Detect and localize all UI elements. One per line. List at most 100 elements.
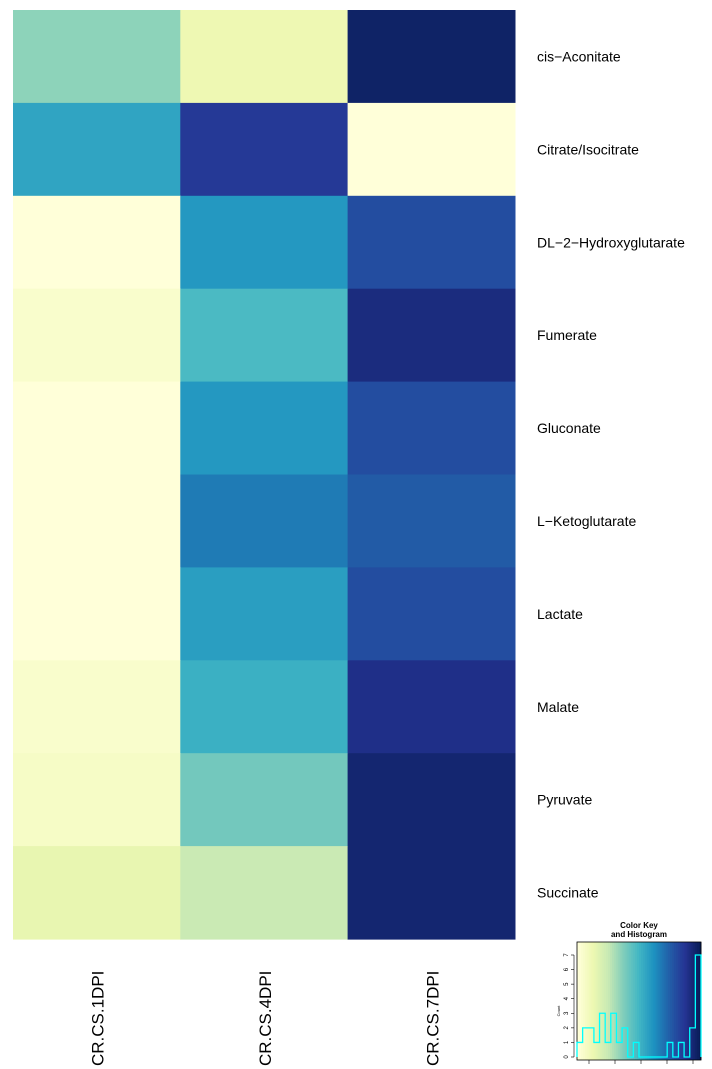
heatmap-cell (13, 660, 181, 754)
histogram-y-tick: 1 (564, 1040, 570, 1044)
heatmap-cell (347, 846, 516, 940)
heatmap-cell (180, 381, 349, 476)
color-key-strip (665, 942, 669, 1060)
color-key-strip (614, 942, 617, 1060)
color-key-strip (636, 942, 640, 1060)
color-key-strip (690, 942, 694, 1060)
heatmap-cell (180, 660, 349, 754)
heatmap-cell (13, 381, 181, 476)
color-key-strip (585, 942, 588, 1060)
color-key-strip (589, 942, 592, 1060)
color-key-strip (608, 942, 611, 1060)
color-key-strip (593, 942, 596, 1060)
row-label: L−Ketoglutarate (537, 513, 636, 529)
color-key-strip (674, 942, 677, 1060)
heatmap-cell (13, 474, 181, 568)
heatmap-cell (13, 10, 181, 104)
heatmap-cell (13, 288, 181, 383)
color-key-strip (696, 942, 700, 1060)
histogram-y-tick: 4 (564, 996, 570, 1000)
color-key-strip (643, 942, 646, 1060)
color-key-strip (597, 942, 601, 1060)
row-label: Citrate/Isocitrate (537, 141, 639, 157)
color-key-strip (616, 942, 619, 1060)
row-label: Malate (537, 699, 579, 715)
row-label: Fumerate (537, 327, 597, 343)
heatmap-cell (13, 846, 181, 940)
heatmap-cell (347, 10, 516, 104)
color-key-strip (622, 942, 625, 1060)
color-key-strip (605, 942, 609, 1060)
heatmap-cell (180, 474, 349, 568)
heatmap-cell (13, 102, 181, 197)
color-key-strip (680, 942, 683, 1060)
row-label: Gluconate (537, 420, 601, 436)
heatmap-cell (347, 753, 516, 847)
color-key-strip (694, 942, 698, 1060)
color-key-strip (618, 942, 621, 1060)
histogram-y-label: Count (556, 1005, 561, 1017)
color-key-strip (672, 942, 675, 1060)
row-label: Lactate (537, 606, 583, 622)
color-key-strip (653, 942, 656, 1060)
color-key-strip (676, 942, 679, 1060)
color-key-strip (678, 942, 681, 1060)
heatmap-cell (347, 474, 516, 568)
color-key-strip (626, 942, 630, 1060)
column-label: CR.CS.4DPI (256, 971, 275, 1066)
row-label: DL−2−Hydroxyglutarate (537, 234, 685, 250)
color-key-strip (624, 942, 627, 1060)
color-key-strip (634, 942, 638, 1060)
color-key-strip (583, 942, 586, 1060)
color-key-strip (698, 942, 702, 1060)
color-key-strip (686, 942, 689, 1060)
histogram-y-tick: 0 (564, 1055, 570, 1059)
color-key-strip (591, 942, 594, 1060)
heatmap-cell (13, 753, 181, 847)
color-key-strip (577, 942, 580, 1060)
color-key-strip (587, 942, 590, 1060)
histogram-y-tick: 2 (564, 1026, 570, 1030)
heatmap-cell (180, 567, 349, 661)
color-key-strip (655, 942, 658, 1060)
row-label: Pyruvate (537, 792, 592, 808)
heatmap-cell (347, 102, 516, 197)
color-key-strip (632, 942, 636, 1060)
color-key-strip (661, 942, 665, 1060)
color-key-title: Color Key (620, 921, 658, 930)
color-key-strip (649, 942, 652, 1060)
color-key-strip (684, 942, 687, 1060)
histogram-y-tick: 6 (564, 967, 570, 971)
color-key-strip (620, 942, 623, 1060)
color-key-strip (663, 942, 667, 1060)
histogram-y-tick: 7 (564, 953, 570, 957)
histogram-y-tick: 3 (564, 1011, 570, 1015)
color-key-strip (682, 942, 685, 1060)
color-key-strip (670, 942, 673, 1060)
color-key-strip (688, 942, 692, 1060)
color-key-strip (599, 942, 603, 1060)
color-key-strip (581, 942, 584, 1060)
color-key-strip (641, 942, 644, 1060)
color-key-strip (692, 942, 696, 1060)
heatmap-cell (347, 195, 516, 290)
heatmap-cell (180, 846, 349, 940)
heatmap-cell (180, 195, 349, 290)
heatmap-cell (13, 567, 181, 661)
row-label: Succinate (537, 885, 599, 901)
heatmap-cell (347, 567, 516, 661)
color-key-strip (639, 942, 642, 1060)
row-labels: cis−Aconitate Citrate/Isocitrate DL−2−Hydr… (537, 48, 685, 900)
histogram-y-tick: 5 (564, 982, 570, 986)
heatmap-cell (180, 102, 349, 197)
color-key-strip (628, 942, 632, 1060)
heatmap-cell (13, 195, 181, 290)
column-label: CR.CS.1DPI (89, 971, 108, 1066)
color-key-strip (579, 942, 582, 1060)
color-key-strip (610, 942, 613, 1060)
color-key-strip (645, 942, 648, 1060)
color-key-strip (603, 942, 607, 1060)
color-key-strip (601, 942, 605, 1060)
color-key-title: and Histogram (611, 930, 667, 939)
